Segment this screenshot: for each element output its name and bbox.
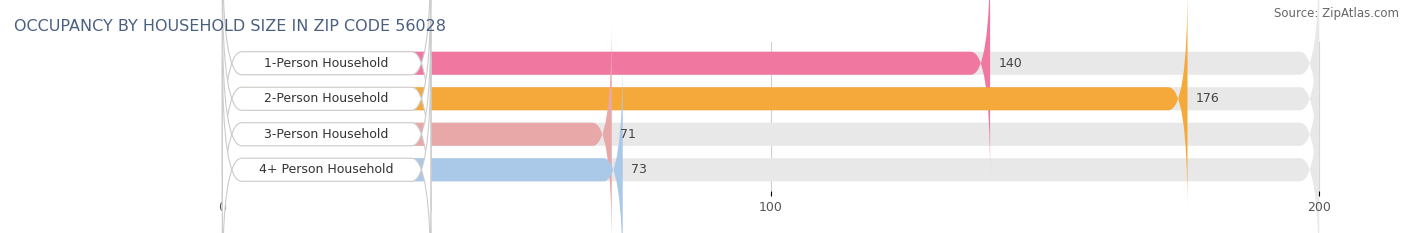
Text: OCCUPANCY BY HOUSEHOLD SIZE IN ZIP CODE 56028: OCCUPANCY BY HOUSEHOLD SIZE IN ZIP CODE … [14, 19, 446, 34]
FancyBboxPatch shape [222, 57, 1319, 233]
Text: 1-Person Household: 1-Person Household [264, 57, 389, 70]
FancyBboxPatch shape [222, 0, 1319, 212]
FancyBboxPatch shape [222, 57, 430, 233]
FancyBboxPatch shape [222, 21, 430, 233]
FancyBboxPatch shape [222, 0, 430, 176]
Text: 4+ Person Household: 4+ Person Household [259, 163, 394, 176]
FancyBboxPatch shape [222, 21, 1319, 233]
Text: 176: 176 [1195, 92, 1219, 105]
FancyBboxPatch shape [222, 57, 623, 233]
Text: 2-Person Household: 2-Person Household [264, 92, 389, 105]
FancyBboxPatch shape [222, 0, 1319, 176]
Text: 140: 140 [998, 57, 1022, 70]
Text: 73: 73 [631, 163, 647, 176]
Text: 71: 71 [620, 128, 636, 141]
FancyBboxPatch shape [222, 0, 430, 212]
FancyBboxPatch shape [222, 0, 990, 176]
FancyBboxPatch shape [222, 0, 1188, 212]
FancyBboxPatch shape [222, 21, 612, 233]
Text: 3-Person Household: 3-Person Household [264, 128, 389, 141]
Text: Source: ZipAtlas.com: Source: ZipAtlas.com [1274, 7, 1399, 20]
